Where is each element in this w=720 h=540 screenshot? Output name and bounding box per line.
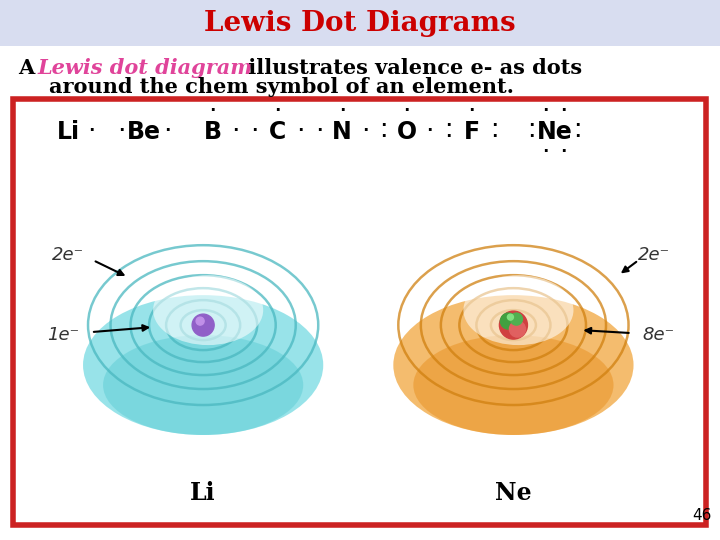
Text: ·: · xyxy=(490,125,499,151)
Text: ·: · xyxy=(208,99,217,125)
Text: ·: · xyxy=(379,114,388,140)
Text: Lewis Dot Diagrams: Lewis Dot Diagrams xyxy=(204,10,516,37)
Text: ·: · xyxy=(541,140,550,166)
Text: N: N xyxy=(332,120,352,144)
Text: ·: · xyxy=(296,119,305,145)
Text: 8e⁻: 8e⁻ xyxy=(642,326,675,344)
Text: B: B xyxy=(203,120,222,144)
Text: 2e⁻: 2e⁻ xyxy=(52,246,84,264)
Text: ·: · xyxy=(163,119,171,145)
Text: Ne: Ne xyxy=(495,481,532,505)
Text: ·: · xyxy=(559,99,567,125)
Text: illustrates valence e- as dots: illustrates valence e- as dots xyxy=(241,57,582,78)
Text: ·: · xyxy=(231,119,240,145)
Circle shape xyxy=(192,314,214,336)
Text: 1e⁻: 1e⁻ xyxy=(47,326,79,344)
Text: ·: · xyxy=(467,99,476,125)
Ellipse shape xyxy=(393,295,634,435)
Ellipse shape xyxy=(464,275,573,345)
Text: ·: · xyxy=(361,119,369,145)
Circle shape xyxy=(508,314,513,320)
Bar xyxy=(0,0,720,46)
Text: ·: · xyxy=(527,114,536,140)
Text: ·: · xyxy=(573,125,582,151)
Text: ·: · xyxy=(402,99,411,125)
Text: ·: · xyxy=(87,119,96,145)
Text: Ne: Ne xyxy=(536,120,572,144)
Text: ·: · xyxy=(426,119,434,145)
Text: ·: · xyxy=(559,140,567,166)
Text: A: A xyxy=(18,57,42,78)
Text: ·: · xyxy=(338,99,346,125)
Text: Be: Be xyxy=(127,120,161,144)
Text: Lewis dot diagram: Lewis dot diagram xyxy=(37,57,253,78)
Text: ·: · xyxy=(117,119,125,145)
Ellipse shape xyxy=(83,295,323,435)
Text: ·: · xyxy=(250,119,258,145)
Text: ·: · xyxy=(490,114,499,140)
Circle shape xyxy=(196,317,204,325)
Text: O: O xyxy=(397,120,417,144)
Text: ·: · xyxy=(273,99,282,125)
Circle shape xyxy=(500,313,516,329)
Text: ·: · xyxy=(315,119,323,145)
Ellipse shape xyxy=(103,335,303,435)
Text: C: C xyxy=(269,120,286,144)
Ellipse shape xyxy=(413,335,613,435)
Text: 2e⁻: 2e⁻ xyxy=(637,246,670,264)
Text: F: F xyxy=(464,120,480,144)
Text: ·: · xyxy=(379,125,388,151)
FancyBboxPatch shape xyxy=(13,99,706,525)
Text: ·: · xyxy=(444,125,453,151)
Text: ·: · xyxy=(573,114,582,140)
Circle shape xyxy=(510,321,526,337)
Text: ·: · xyxy=(541,99,550,125)
Text: ·: · xyxy=(444,114,453,140)
Text: ·: · xyxy=(527,125,536,151)
Text: Li: Li xyxy=(57,120,80,144)
Text: around the chem symbol of an element.: around the chem symbol of an element. xyxy=(49,77,514,98)
Ellipse shape xyxy=(153,275,264,345)
Text: 46: 46 xyxy=(693,508,711,523)
Circle shape xyxy=(500,311,528,339)
Text: Li: Li xyxy=(190,481,216,505)
Circle shape xyxy=(510,313,523,325)
